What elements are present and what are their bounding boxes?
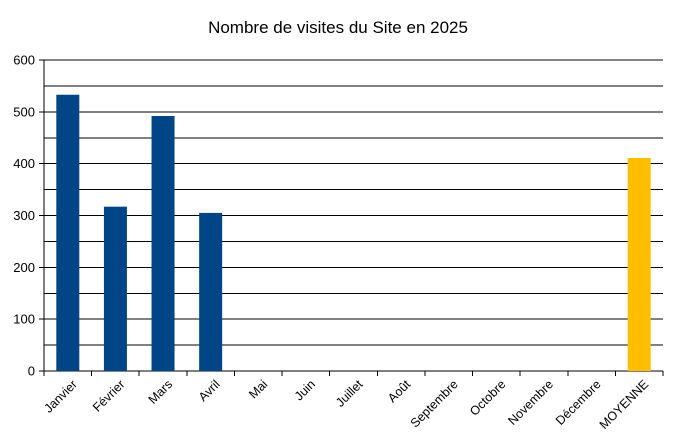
bar	[56, 94, 80, 371]
bar-moyenne	[627, 157, 651, 371]
x-tick-label: Juillet	[333, 377, 366, 410]
y-tick-label: 0	[28, 364, 35, 379]
x-tick-label: Mars	[146, 377, 176, 407]
y-axis-ticks: 0 100 200 300 400 500 600	[13, 53, 45, 379]
bar	[199, 212, 223, 371]
bar	[151, 115, 175, 371]
gridlines	[44, 59, 663, 372]
x-tick-label: Mai	[246, 377, 270, 401]
chart-title: Nombre de visites du Site en 2025	[208, 18, 468, 37]
x-axis-ticks: Janvier Février Mars Avril Mai Juin Juillet Aoû…	[42, 371, 664, 432]
x-tick-label: Juin	[292, 377, 318, 403]
y-tick-label: 600	[13, 53, 35, 68]
y-tick-label: 200	[13, 260, 35, 275]
x-tick-label: Août	[385, 377, 413, 405]
x-tick-label: Février	[90, 377, 127, 414]
x-tick-label: Novembre	[505, 377, 556, 428]
x-tick-label: Septembre	[408, 377, 461, 430]
y-tick-label: 100	[13, 312, 35, 327]
x-tick-label: Avril	[196, 377, 223, 404]
bar	[103, 206, 127, 371]
y-tick-label: 400	[13, 156, 35, 171]
y-tick-label: 500	[13, 104, 35, 119]
bars	[56, 94, 651, 371]
x-tick-label: Janvier	[42, 377, 80, 415]
y-tick-label: 300	[13, 208, 35, 223]
x-tick-label: Octobre	[467, 377, 508, 418]
x-tick-label: Décembre	[553, 377, 604, 428]
x-tick-label: MOYENNE	[597, 377, 652, 432]
